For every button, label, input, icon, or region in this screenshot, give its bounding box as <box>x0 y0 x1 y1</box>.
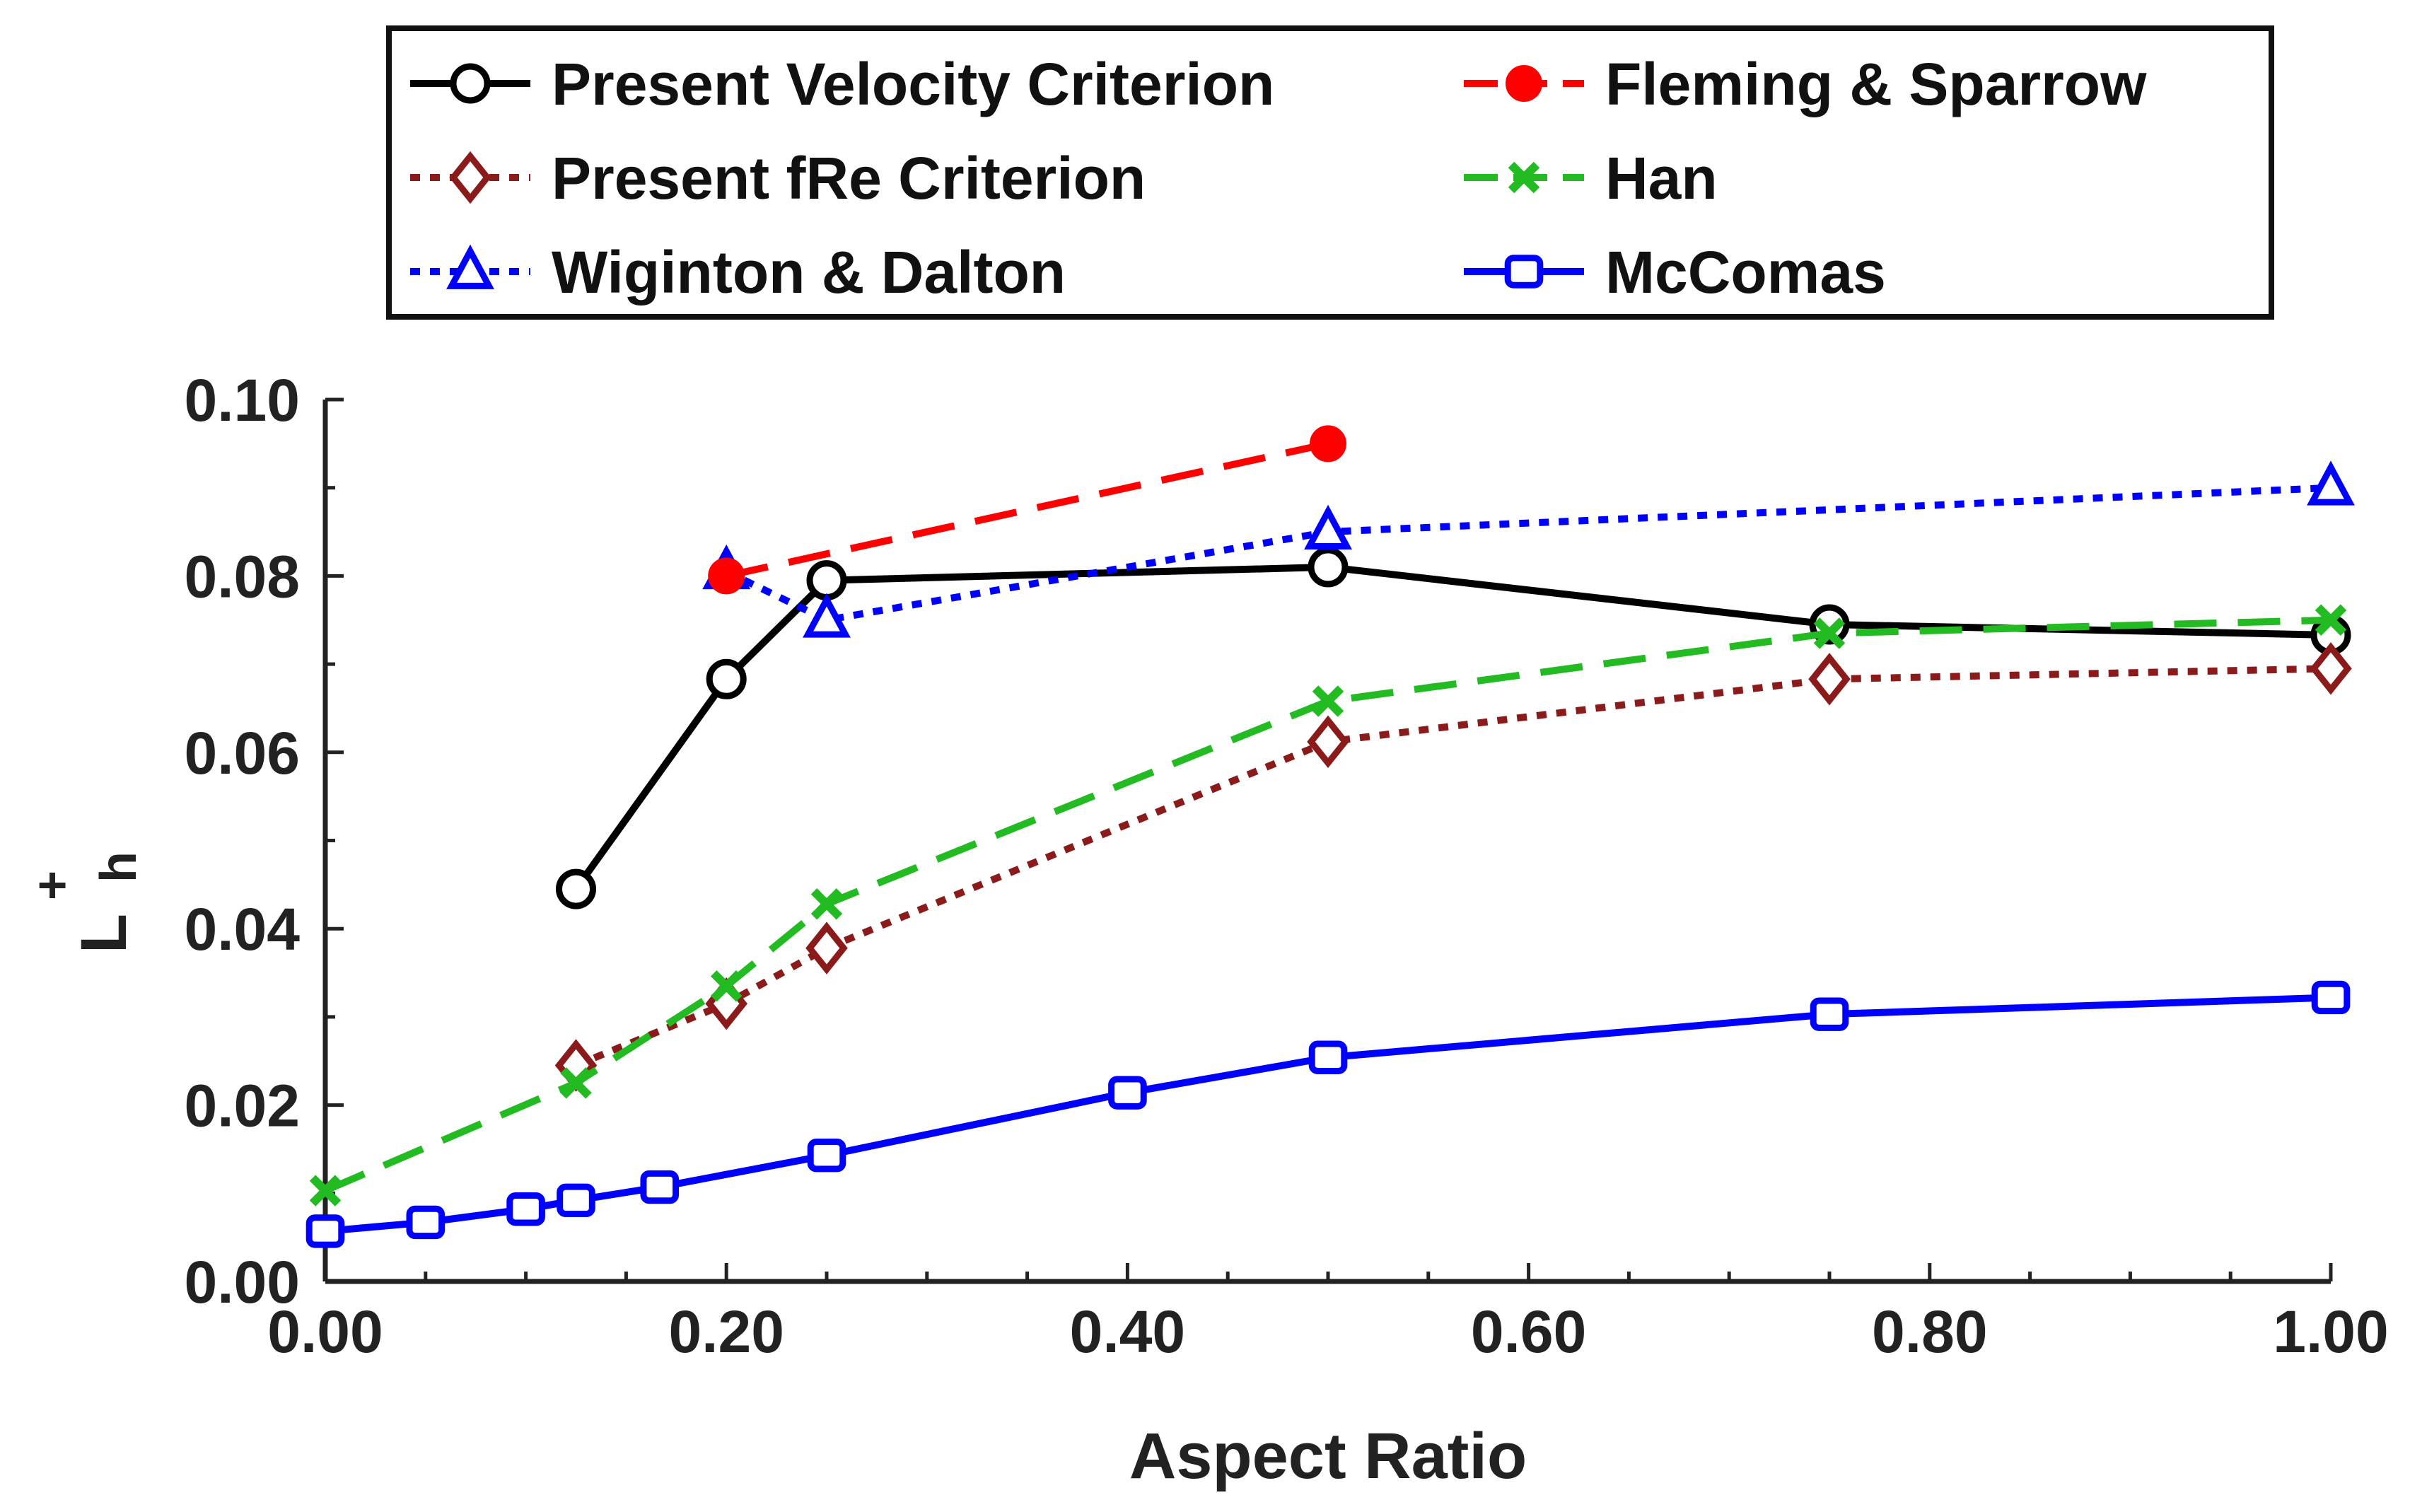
x-tick-label: 0.20 <box>668 1298 784 1365</box>
legend-swatch-marker <box>449 151 491 204</box>
legend-swatch-marker <box>450 63 491 104</box>
data-point-han <box>810 888 843 920</box>
data-point-mccomas <box>506 1192 545 1226</box>
legend-box <box>386 25 2274 320</box>
data-point-han <box>560 1067 592 1099</box>
series-fleming-sparrow <box>708 425 1346 595</box>
series-line-fleming-sparrow <box>726 440 1329 580</box>
x-tick-label: 1.00 <box>2273 1298 2389 1365</box>
legend-label: Present fRe Criterion <box>552 145 1146 211</box>
series-han <box>309 604 2347 1206</box>
data-point-present-fre-criterion <box>805 921 848 975</box>
data-point-mccomas <box>807 1138 846 1173</box>
series-line-present-fre-criterion <box>574 665 2332 1069</box>
data-point-present-fre-criterion <box>1307 715 1349 769</box>
data-point-present-velocity-criterion <box>556 868 596 909</box>
data-point-han <box>1312 685 1344 717</box>
y-tick-label: 0.06 <box>185 720 301 786</box>
x-tick-label: 0.00 <box>267 1298 383 1365</box>
legend-entry-present-fre-criterion: Present fRe Criterion <box>410 145 1146 211</box>
legend-swatch-marker <box>1504 255 1544 289</box>
data-point-present-fre-criterion <box>2310 642 2352 695</box>
data-point-present-velocity-criterion <box>706 658 747 699</box>
x-tick-label: 0.40 <box>1070 1298 1186 1365</box>
data-point-mccomas <box>1108 1076 1147 1110</box>
legend-label: McComas <box>1605 239 1886 306</box>
y-tick-label: 0.08 <box>185 543 301 610</box>
data-point-han <box>2315 604 2347 636</box>
data-point-present-velocity-criterion <box>1308 547 1349 588</box>
legend-entry-mccomas: McComas <box>1464 239 1886 306</box>
data-point-mccomas <box>557 1183 595 1217</box>
data-point-present-velocity-criterion <box>806 560 847 601</box>
y-tick-label: 0.10 <box>185 367 301 434</box>
legend-label: Fleming & Sparrow <box>1605 51 2147 117</box>
data-point-han <box>1813 617 1846 649</box>
series-mccomas <box>305 980 2351 1248</box>
series-line-wiginton-dalton <box>725 484 2332 624</box>
data-point-wiginton-dalton <box>1304 504 1352 549</box>
legend-label: Present Velocity Criterion <box>552 51 1274 117</box>
x-tick-label: 0.60 <box>1471 1298 1587 1365</box>
y-axis-title-base: L <box>68 914 140 953</box>
data-point-mccomas <box>305 1214 345 1248</box>
legend-label: Han <box>1605 145 1718 211</box>
legend-entry-fleming-sparrow: Fleming & Sparrow <box>1464 51 2147 117</box>
y-axis-title-superscript: + <box>24 871 81 900</box>
legend: Present Velocity Criterion Fleming & Spar… <box>386 25 2274 320</box>
legend-swatch-marker <box>446 244 494 289</box>
data-point-mccomas <box>640 1170 680 1204</box>
axes: 0.00 0.20 0.40 0.60 0.80 1.00 0.00 0.02 0.04 0.06… <box>185 367 2389 1365</box>
legend-swatch-marker <box>1506 65 1542 102</box>
y-axis-title: L + h <box>24 851 147 953</box>
y-tick-label: 0.04 <box>185 896 301 963</box>
y-axis-title-subscript: h <box>91 851 147 883</box>
data-point-fleming-sparrow <box>1310 425 1346 463</box>
data-point-fleming-sparrow <box>708 557 745 595</box>
x-tick-label: 0.80 <box>1872 1298 1988 1365</box>
data-point-mccomas <box>1810 997 1849 1031</box>
y-tick-label: 0.00 <box>185 1249 301 1315</box>
data-point-present-fre-criterion <box>1808 653 1851 706</box>
data-point-mccomas <box>2311 980 2351 1015</box>
y-tick-label: 0.02 <box>185 1073 301 1139</box>
legend-entry-han: Han <box>1464 145 1718 211</box>
legend-label: Wiginton & Dalton <box>552 239 1066 306</box>
data-point-wiginton-dalton <box>803 593 851 638</box>
x-axis-title: Aspect Ratio <box>1129 1420 1527 1492</box>
legend-entry-present-velocity-criterion: Present Velocity Criterion <box>410 51 1274 117</box>
data-point-mccomas <box>406 1205 446 1240</box>
legend-swatch-marker <box>1508 161 1540 194</box>
series-line-mccomas <box>325 994 2332 1235</box>
data-point-mccomas <box>1308 1040 1348 1074</box>
plot-area <box>305 425 2355 1248</box>
legend-entry-wiginton-dalton: Wiginton & Dalton <box>410 239 1066 306</box>
data-point-han <box>710 970 743 1002</box>
data-point-wiginton-dalton <box>2307 460 2355 506</box>
data-point-han <box>309 1175 342 1206</box>
